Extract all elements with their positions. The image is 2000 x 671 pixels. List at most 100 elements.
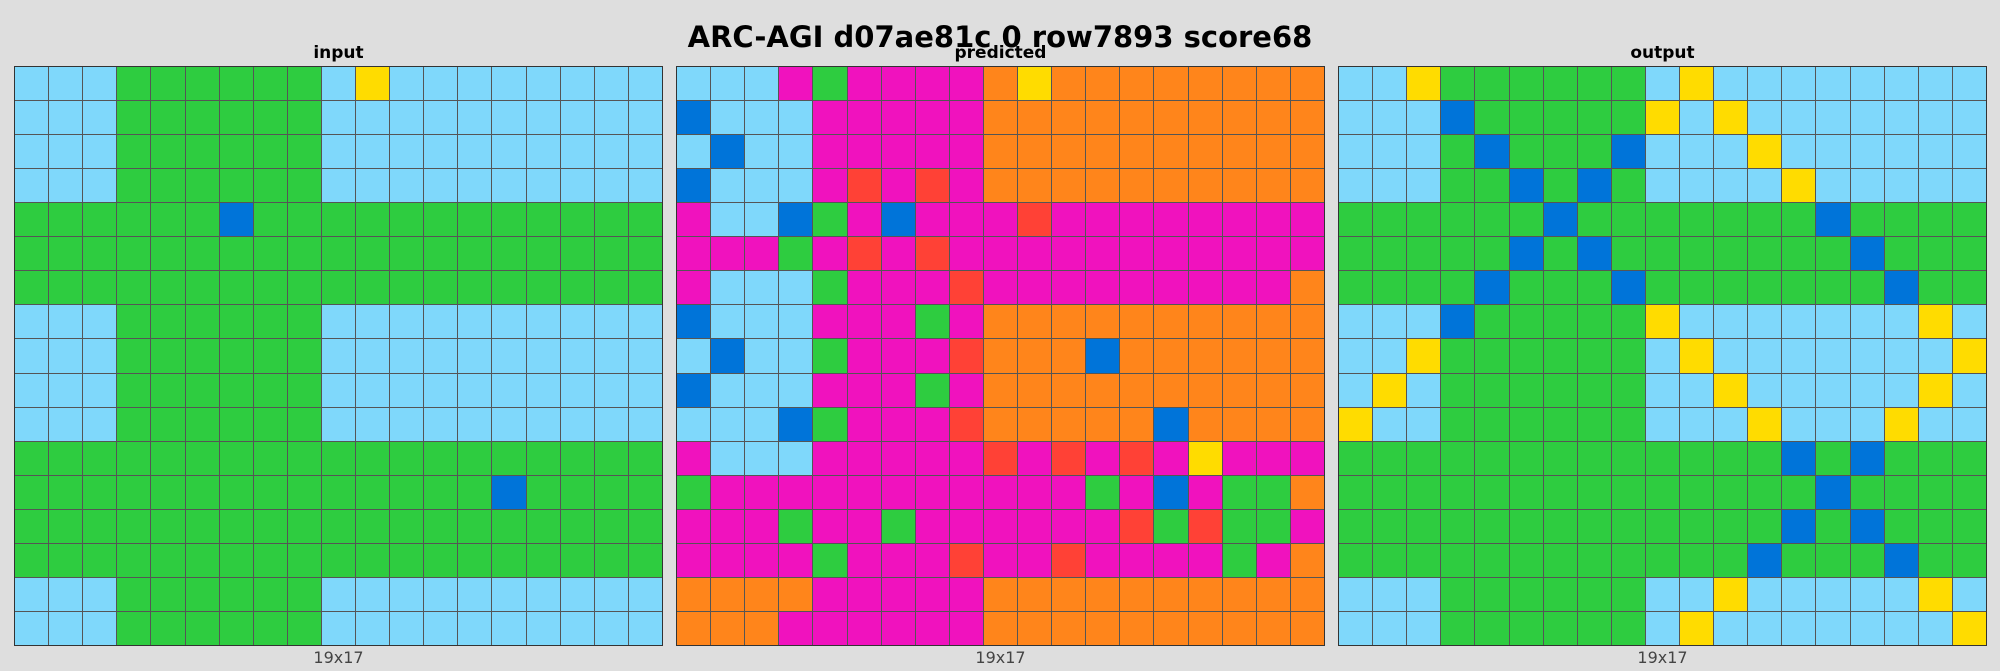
grid-cell	[1154, 611, 1188, 645]
grid-cell	[1441, 135, 1475, 169]
grid-cell	[677, 305, 711, 339]
grid-cell	[1407, 339, 1441, 373]
grid-cell	[1188, 67, 1222, 101]
grid-cell	[881, 509, 915, 543]
grid-cell	[1680, 237, 1714, 271]
grid-cell	[117, 339, 151, 373]
grid-cell	[983, 101, 1018, 135]
grid-cell	[628, 475, 662, 509]
grid-cell	[1018, 373, 1052, 407]
grid-cell	[356, 407, 390, 441]
grid-cell	[1680, 101, 1714, 135]
grid-cell	[1645, 339, 1680, 373]
grid-cell	[356, 101, 390, 135]
grid-cell	[677, 611, 711, 645]
grid-cell	[1680, 543, 1714, 577]
grid-cell	[949, 475, 983, 509]
grid-cell	[1154, 373, 1188, 407]
grid-cell	[253, 203, 287, 237]
grid-cell	[1816, 135, 1850, 169]
grid-cell	[424, 135, 458, 169]
grid-cell	[49, 101, 83, 135]
grid-cell	[1884, 203, 1918, 237]
grid-cell	[1952, 373, 1986, 407]
grid-cell	[1154, 339, 1188, 373]
grid-cell	[1373, 407, 1407, 441]
grid-cell	[949, 373, 983, 407]
grid-cell	[321, 203, 356, 237]
grid-cell	[881, 169, 915, 203]
grid-cell	[492, 339, 526, 373]
grid-cell	[1509, 339, 1543, 373]
grid-cell	[677, 339, 711, 373]
grid-cell	[1373, 509, 1407, 543]
grid-cell	[185, 543, 219, 577]
grid-cell	[594, 339, 628, 373]
grid-cell	[321, 509, 356, 543]
grid-cell	[628, 271, 662, 305]
grid-cell	[49, 611, 83, 645]
grid-cell	[677, 271, 711, 305]
grid-cell	[1052, 135, 1086, 169]
grid-cell	[219, 135, 253, 169]
grid-cell	[594, 611, 628, 645]
grid-cell	[1952, 339, 1986, 373]
grid-cell	[1475, 271, 1509, 305]
grid-cell	[677, 441, 711, 475]
grid-cell	[1407, 441, 1441, 475]
grid-cell	[1290, 577, 1324, 611]
grid-cell	[185, 441, 219, 475]
grid-cell	[1782, 577, 1816, 611]
grid-cell	[1373, 135, 1407, 169]
grid-cell	[458, 339, 492, 373]
grid-cell	[390, 611, 424, 645]
grid-cell	[356, 271, 390, 305]
grid-cell	[847, 373, 881, 407]
grid-cell	[1441, 203, 1475, 237]
grid-cell	[813, 237, 847, 271]
grid-cell	[1373, 305, 1407, 339]
grid-cell	[1577, 305, 1611, 339]
grid-cell	[1222, 67, 1256, 101]
grid-cell	[594, 237, 628, 271]
grid-cell	[83, 611, 117, 645]
grid-cell	[1290, 339, 1324, 373]
grid-cell	[1748, 475, 1782, 509]
grid-cell	[1018, 509, 1052, 543]
grid-cell	[390, 67, 424, 101]
grid-cell	[1290, 67, 1324, 101]
grid-cell	[1748, 101, 1782, 135]
grid-cell	[1256, 237, 1290, 271]
grid-cell	[185, 67, 219, 101]
grid-cell	[287, 475, 321, 509]
grid-cell	[1120, 339, 1154, 373]
grid-cell	[1509, 441, 1543, 475]
grid-cell	[1884, 339, 1918, 373]
grid-cell	[492, 203, 526, 237]
grid-cell	[594, 169, 628, 203]
grid-cell	[1154, 203, 1188, 237]
grid-cell	[356, 577, 390, 611]
grid-cell	[813, 101, 847, 135]
grid-cell	[1577, 101, 1611, 135]
grid-cell	[458, 305, 492, 339]
grid-cell	[1645, 135, 1680, 169]
grid-cell	[745, 67, 779, 101]
grid-cell	[628, 67, 662, 101]
grid-cell	[711, 441, 745, 475]
grid-cell	[1918, 305, 1952, 339]
grid-cell	[1256, 203, 1290, 237]
grid-cell	[1441, 271, 1475, 305]
grid-cell	[1748, 441, 1782, 475]
grid-cell	[983, 509, 1018, 543]
grid-cell	[1782, 67, 1816, 101]
grid-cell	[915, 169, 949, 203]
grid-cell	[1475, 611, 1509, 645]
grid-cell	[949, 611, 983, 645]
grid-cell	[1086, 237, 1120, 271]
grid-cell	[1850, 271, 1884, 305]
grid-cell	[219, 509, 253, 543]
grid-cell	[424, 203, 458, 237]
grid-cell	[1052, 271, 1086, 305]
grid-cell	[1577, 169, 1611, 203]
